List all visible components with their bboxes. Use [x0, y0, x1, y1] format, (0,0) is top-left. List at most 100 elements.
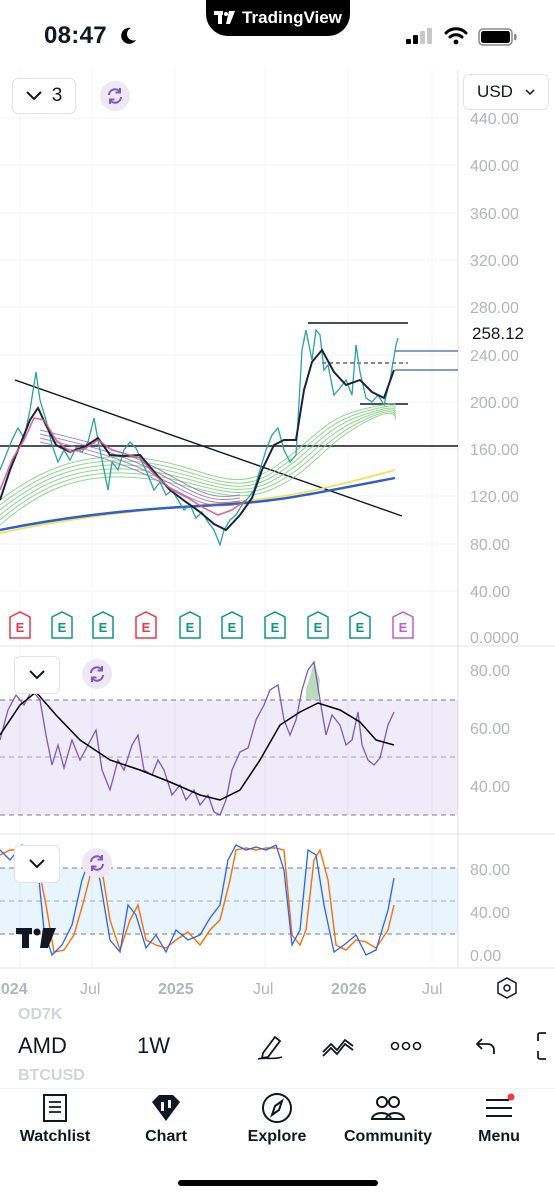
stoch-tick: 0.00: [470, 948, 501, 965]
time-tick: Jul: [80, 981, 100, 998]
stoch-tick: 40.00: [470, 905, 510, 922]
svg-text:E: E: [314, 620, 323, 635]
stochastic-pane: [0, 845, 458, 955]
moon-icon: [118, 26, 138, 46]
rsi-pane-collapse-button[interactable]: [14, 656, 60, 694]
rsi-refresh-button[interactable]: [82, 659, 112, 689]
dynamic-island: TradingView: [206, 0, 350, 36]
earnings-marker: E: [136, 612, 156, 638]
nav-explore[interactable]: Explore: [222, 1092, 332, 1152]
time-tick: 2024: [0, 981, 28, 998]
earnings-marker: E: [180, 612, 200, 638]
chevron-down-icon: [525, 89, 535, 95]
ghost-symbol-above: OD7K: [18, 1006, 62, 1024]
undo-button[interactable]: [468, 1028, 504, 1064]
undo-icon: [474, 1036, 498, 1056]
nav-chart[interactable]: Chart: [111, 1092, 221, 1152]
stoch-tick: 80.00: [470, 862, 510, 879]
notification-dot: [508, 1094, 515, 1101]
earnings-marker: E: [93, 612, 113, 638]
legend-collapse-button[interactable]: 3: [12, 78, 76, 114]
refresh-icon: [105, 86, 125, 106]
svg-text:E: E: [58, 620, 67, 635]
more-button[interactable]: [388, 1028, 424, 1064]
price-tick: 120.00: [470, 489, 519, 506]
nav-label: Watchlist: [20, 1128, 91, 1146]
cellular-signal-icon: [406, 28, 434, 44]
svg-text:E: E: [99, 620, 108, 635]
time-tick: 2026: [331, 981, 367, 998]
home-indicator[interactable]: [178, 1180, 378, 1186]
nav-label: Chart: [145, 1128, 187, 1146]
price-tick: 80.00: [470, 537, 510, 554]
stoch-axis[interactable]: 80.00 40.00 0.00: [470, 862, 510, 965]
wifi-icon: [444, 27, 468, 45]
chevron-down-icon: [26, 91, 42, 101]
currency-select[interactable]: USD: [463, 74, 549, 110]
chart-icon: [149, 1092, 183, 1124]
rsi-axis[interactable]: 80.00 60.00 40.00: [470, 663, 510, 796]
symbol-button[interactable]: AMD: [18, 1033, 67, 1059]
nav-watchlist[interactable]: Watchlist: [0, 1092, 110, 1152]
status-bar: 08:47 TradingView: [0, 0, 555, 70]
indicator-count: 3: [52, 85, 63, 107]
ema-pink-line: [0, 418, 246, 515]
earnings-marker: E: [10, 612, 30, 638]
svg-text:E: E: [228, 620, 237, 635]
refresh-button[interactable]: [100, 81, 130, 111]
time-tick: Jul: [422, 981, 442, 998]
earnings-marker: E: [222, 612, 242, 638]
tradingview-watermark-icon: [16, 928, 56, 948]
battery-icon: [478, 28, 518, 46]
indicators-icon: [321, 1034, 355, 1058]
fullscreen-icon: [536, 1031, 555, 1061]
earnings-markers[interactable]: E E E E E E E E E E: [10, 612, 413, 638]
app-name: TradingView: [242, 8, 342, 28]
rsi-tick: 40.00: [470, 779, 510, 796]
svg-text:E: E: [16, 620, 25, 635]
rsi-tick: 60.00: [470, 721, 510, 738]
price-tick: 240.00: [470, 348, 519, 365]
price-tick: 200.00: [470, 395, 519, 412]
nav-community[interactable]: Community: [333, 1092, 443, 1152]
price-axis[interactable]: 440.00 400.00 360.00 320.00 280.00 240.0…: [470, 111, 519, 647]
last-price-label: 258.12: [470, 322, 526, 346]
refresh-icon: [87, 664, 107, 684]
ghost-symbol-below: BTCUSD: [18, 1067, 85, 1085]
price-tick: 360.00: [470, 206, 519, 223]
stoch-pane-collapse-button[interactable]: [14, 845, 60, 883]
svg-text:E: E: [356, 620, 365, 635]
svg-text:E: E: [271, 620, 280, 635]
price-tick: 280.00: [470, 300, 519, 317]
book-icon: [40, 1092, 70, 1124]
more-dots-icon: [390, 1041, 422, 1051]
rsi-pane: [0, 662, 458, 815]
axis-settings-icon[interactable]: [498, 978, 516, 998]
tradingview-logo-icon: [214, 11, 236, 25]
chevron-down-icon: [29, 670, 45, 680]
svg-text:E: E: [399, 620, 408, 635]
stoch-refresh-button[interactable]: [82, 848, 112, 878]
svg-text:E: E: [186, 620, 195, 635]
price-tick: 440.00: [470, 111, 519, 128]
earnings-marker: E: [393, 612, 413, 638]
earnings-marker: E: [308, 612, 328, 638]
drawing-tool-button[interactable]: [252, 1028, 288, 1064]
price-series: [0, 330, 398, 545]
nav-label: Explore: [248, 1128, 307, 1146]
nav-label: Menu: [478, 1128, 520, 1146]
price-tick: 0.0000: [470, 630, 519, 647]
nav-menu[interactable]: Menu: [444, 1092, 554, 1152]
price-tick: 160.00: [470, 442, 519, 459]
price-tick: 40.00: [470, 584, 510, 601]
interval-button[interactable]: 1W: [137, 1033, 170, 1059]
clock-time: 08:47: [44, 22, 107, 50]
pen-icon: [255, 1031, 285, 1061]
svg-text:E: E: [142, 620, 151, 635]
time-axis[interactable]: 2024 Jul 2025 Jul 2026 Jul: [0, 981, 442, 998]
refresh-icon: [87, 853, 107, 873]
indicators-button[interactable]: [320, 1028, 356, 1064]
fullscreen-button[interactable]: [530, 1028, 555, 1064]
earnings-marker: E: [265, 612, 285, 638]
earnings-marker: E: [350, 612, 370, 638]
